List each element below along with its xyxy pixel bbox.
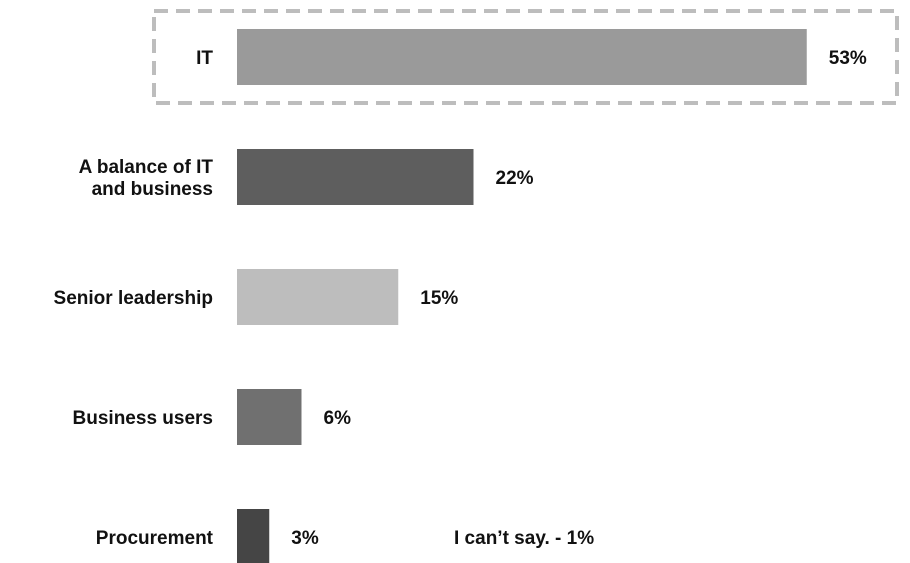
category-label-a-balance-of-it-and-business-line-2: and business bbox=[92, 179, 213, 200]
bars bbox=[237, 29, 807, 563]
value-label-procurement: 3% bbox=[291, 528, 319, 549]
bar-senior-leadership bbox=[237, 269, 399, 325]
category-label-senior-leadership: Senior leadership bbox=[54, 288, 213, 309]
value-label-senior-leadership: 15% bbox=[420, 288, 458, 309]
value-labels: 53% 22% 15% 6% 3% bbox=[291, 48, 867, 549]
category-label-a-balance-of-it-and-business-line-1: A balance of IT bbox=[79, 157, 214, 178]
category-label-procurement: Procurement bbox=[96, 528, 214, 549]
value-label-it: 53% bbox=[829, 48, 867, 69]
bar-procurement bbox=[237, 509, 270, 563]
value-label-a-balance-of-it-and-business: 22% bbox=[496, 168, 534, 189]
category-label-business-users: Business users bbox=[73, 408, 213, 429]
value-label-business-users: 6% bbox=[324, 408, 352, 429]
note-label: I can’t say. - 1% bbox=[454, 528, 594, 549]
category-label-it: IT bbox=[196, 48, 213, 69]
bar-business-users bbox=[237, 389, 302, 445]
bar-a-balance-of-it-and-business bbox=[237, 149, 474, 205]
bar-it bbox=[237, 29, 807, 85]
